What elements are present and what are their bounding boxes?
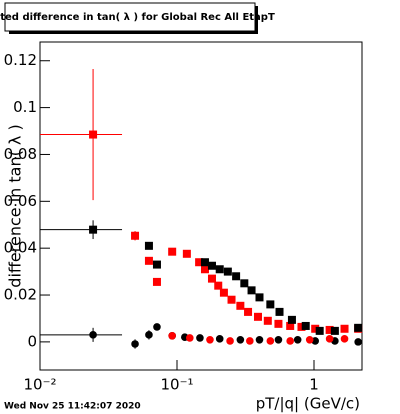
marker (244, 307, 253, 316)
marker (89, 130, 98, 139)
marker (311, 324, 320, 333)
marker (152, 260, 161, 269)
date-stamp: Wed Nov 25 11:42:07 2020 (4, 402, 141, 412)
marker (215, 265, 224, 274)
marker (293, 335, 302, 344)
marker (232, 272, 241, 281)
marker (297, 322, 306, 331)
marker (196, 334, 204, 342)
marker (255, 293, 264, 302)
marker (255, 335, 264, 344)
marker (287, 315, 296, 324)
x-tick-label: 10⁻² (23, 376, 56, 394)
marker (206, 335, 214, 344)
marker (131, 231, 140, 240)
marker (200, 258, 209, 267)
marker (200, 265, 209, 274)
marker (286, 321, 295, 330)
plot-frame (39, 41, 363, 371)
marker (275, 307, 284, 316)
marker (330, 326, 339, 335)
y-tick-label: 0.1 (13, 98, 37, 116)
marker (186, 334, 194, 342)
marker (325, 335, 334, 343)
marker (226, 337, 234, 345)
marker (305, 335, 314, 344)
y-tick-label: 0.04 (4, 239, 37, 257)
marker (227, 295, 236, 304)
marker (195, 258, 204, 267)
marker (152, 277, 161, 286)
marker (274, 319, 283, 328)
title-box (4, 2, 256, 32)
y-tick-label: 0.02 (4, 286, 37, 304)
marker (240, 279, 249, 288)
marker (236, 301, 245, 310)
marker (253, 312, 262, 321)
marker (340, 324, 349, 333)
marker (131, 340, 139, 348)
marker (219, 288, 228, 297)
marker (286, 337, 294, 345)
x-tick-label: 10⁻¹ (160, 376, 193, 394)
marker (263, 316, 272, 325)
marker (354, 338, 362, 346)
marker (144, 241, 153, 250)
y-tick-label: 0.06 (4, 192, 37, 210)
y-axis-title: difference in tan( λ ) (6, 124, 25, 287)
marker (215, 335, 224, 343)
y-tick-label: 0 (27, 332, 37, 350)
marker (340, 335, 349, 343)
marker (266, 337, 275, 345)
chart-title: Fitted difference in tan( λ ) for Global… (0, 12, 275, 23)
marker (207, 274, 216, 283)
marker (207, 261, 216, 270)
marker (89, 331, 97, 339)
marker (168, 331, 176, 340)
marker (315, 326, 324, 335)
x-tick-label: 1 (309, 376, 319, 394)
marker (145, 331, 153, 339)
x-axis-title: pT/|q| (GeV/c) (256, 395, 360, 413)
marker (153, 323, 161, 331)
y-tick-label: 0.08 (4, 145, 37, 163)
marker (144, 256, 153, 265)
marker (168, 247, 177, 256)
marker (236, 335, 245, 344)
marker (301, 321, 310, 330)
marker (182, 249, 191, 258)
marker (325, 325, 334, 334)
marker (246, 337, 254, 345)
marker (266, 300, 275, 309)
marker (274, 335, 283, 344)
y-tick-label: 0.12 (4, 51, 37, 69)
marker (354, 323, 363, 332)
marker (247, 286, 256, 295)
marker (89, 225, 98, 234)
marker (223, 267, 232, 276)
marker (214, 281, 223, 290)
